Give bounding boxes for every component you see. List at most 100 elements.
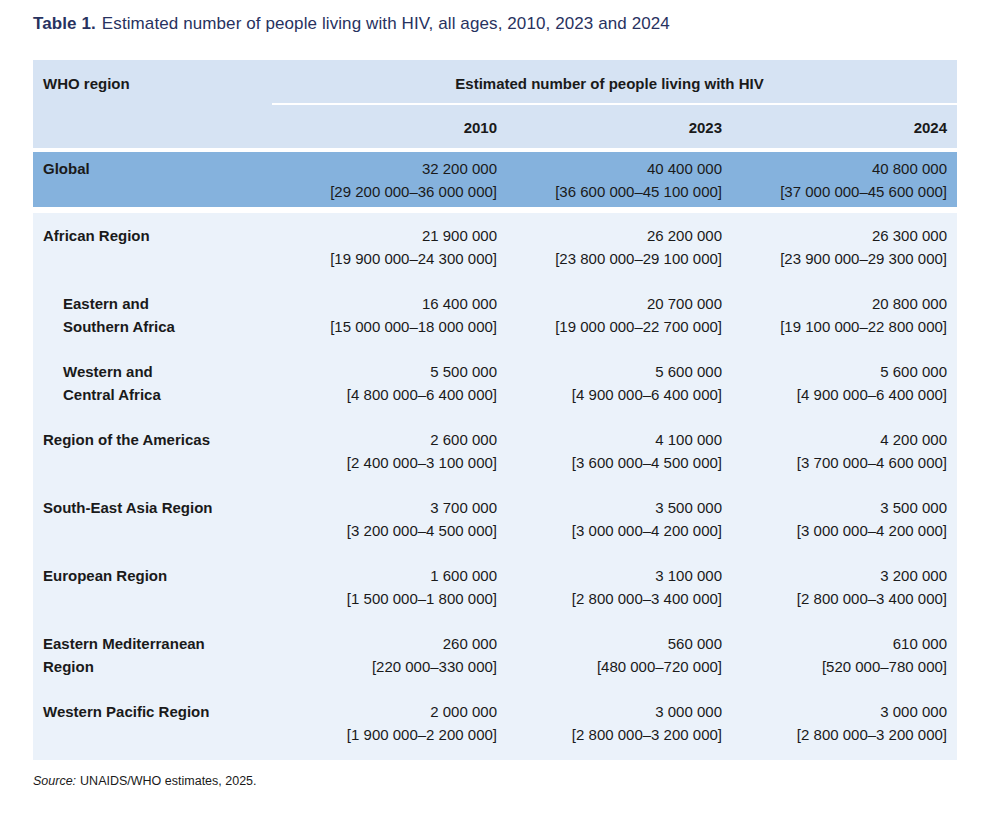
estimate-value: 3 000 000: [497, 700, 722, 723]
header-divider-line: [272, 103, 957, 105]
estimate-value: 1 600 000: [272, 564, 497, 587]
table-row-european-region: European Region 1 600 000 [1 500 000–1 8…: [33, 554, 957, 622]
estimate-cell: 3 500 000 [3 000 000–4 200 000]: [497, 496, 722, 542]
estimate-cell: 560 000 [480 000–720 000]: [497, 632, 722, 678]
table-title: Table 1. Estimated number of people livin…: [33, 13, 957, 35]
table-row-western-central-africa: Western and Central Africa 5 500 000 [4 …: [33, 350, 957, 418]
estimate-cell: 3 100 000 [2 800 000–3 400 000]: [497, 564, 722, 610]
estimate-cell: 20 800 000 [19 100 000–22 800 000]: [722, 292, 947, 338]
region-label: Eastern and Southern Africa: [33, 292, 272, 338]
uncertainty-range: [4 900 000–6 400 000]: [497, 383, 722, 406]
estimate-value: 5 600 000: [722, 360, 947, 383]
region-column-header: WHO region: [43, 74, 130, 93]
table-row-eastern-southern-africa: Eastern and Southern Africa 16 400 000 […: [33, 282, 957, 350]
estimate-value: 20 800 000: [722, 292, 947, 315]
uncertainty-range: [23 800 000–29 100 000]: [497, 247, 722, 270]
estimate-value: 5 500 000: [272, 360, 497, 383]
uncertainty-range: [29 200 000–36 000 000]: [272, 180, 497, 203]
uncertainty-range: [520 000–780 000]: [722, 655, 947, 678]
estimate-value: 26 300 000: [722, 224, 947, 247]
uncertainty-range: [3 000 000–4 200 000]: [497, 519, 722, 542]
table-title-label: Table 1.: [33, 14, 96, 33]
estimate-value: 560 000: [497, 632, 722, 655]
estimate-cell: 260 000 [220 000–330 000]: [272, 632, 497, 678]
uncertainty-range: [2 800 000–3 200 000]: [722, 723, 947, 746]
hiv-estimates-table: WHO region Estimated number of people li…: [33, 60, 957, 760]
estimate-value: 2 000 000: [272, 700, 497, 723]
estimate-cell: 3 200 000 [2 800 000–3 400 000]: [722, 564, 947, 610]
uncertainty-range: [3 200 000–4 500 000]: [272, 519, 497, 542]
year-column-2023: 2023: [497, 118, 722, 137]
estimate-cell: 21 900 000 [19 900 000–24 300 000]: [272, 224, 497, 270]
year-column-2010: 2010: [272, 118, 497, 137]
table-row-eastern-mediterranean: Eastern Mediterranean Region 260 000 [22…: [33, 622, 957, 690]
region-label: South-East Asia Region: [33, 496, 272, 542]
uncertainty-range: [19 000 000–22 700 000]: [497, 315, 722, 338]
table-title-text: Estimated number of people living with H…: [102, 14, 670, 33]
estimate-value: 21 900 000: [272, 224, 497, 247]
uncertainty-range: [480 000–720 000]: [497, 655, 722, 678]
estimate-cell: 5 600 000 [4 900 000–6 400 000]: [722, 360, 947, 406]
estimate-value: 20 700 000: [497, 292, 722, 315]
uncertainty-range: [2 800 000–3 400 000]: [497, 587, 722, 610]
estimate-value: 5 600 000: [497, 360, 722, 383]
region-rows-block: African Region 21 900 000 [19 900 000–24…: [33, 213, 957, 760]
uncertainty-range: [19 100 000–22 800 000]: [722, 315, 947, 338]
estimate-value: 4 200 000: [722, 428, 947, 451]
estimate-cell: 4 100 000 [3 600 000–4 500 000]: [497, 428, 722, 474]
table-row-south-east-asia: South-East Asia Region 3 700 000 [3 200 …: [33, 486, 957, 554]
estimate-cell: 40 400 000 [36 600 000–45 100 000]: [497, 157, 722, 203]
estimate-cell: 3 700 000 [3 200 000–4 500 000]: [272, 496, 497, 542]
estimate-cell: 16 400 000 [15 000 000–18 000 000]: [272, 292, 497, 338]
estimate-cell: 26 200 000 [23 800 000–29 100 000]: [497, 224, 722, 270]
estimate-value: 4 100 000: [497, 428, 722, 451]
estimate-cell: 1 600 000 [1 500 000–1 800 000]: [272, 564, 497, 610]
uncertainty-range: [3 600 000–4 500 000]: [497, 451, 722, 474]
estimate-cell: 610 000 [520 000–780 000]: [722, 632, 947, 678]
estimate-cell: 2 600 000 [2 400 000–3 100 000]: [272, 428, 497, 474]
uncertainty-range: [1 900 000–2 200 000]: [272, 723, 497, 746]
uncertainty-range: [2 400 000–3 100 000]: [272, 451, 497, 474]
region-label: Western Pacific Region: [33, 700, 272, 746]
uncertainty-range: [15 000 000–18 000 000]: [272, 315, 497, 338]
region-label: Region of the Americas: [33, 428, 272, 474]
region-label: Western and Central Africa: [33, 360, 272, 406]
uncertainty-range: [4 800 000–6 400 000]: [272, 383, 497, 406]
uncertainty-range: [1 500 000–1 800 000]: [272, 587, 497, 610]
estimate-value: 3 700 000: [272, 496, 497, 519]
uncertainty-range: [3 000 000–4 200 000]: [722, 519, 947, 542]
region-label: Global: [33, 157, 272, 203]
source-note: Source: UNAIDS/WHO estimates, 2025.: [33, 773, 957, 789]
estimate-cell: 40 800 000 [37 000 000–45 600 000]: [722, 157, 947, 203]
estimate-cell: 5 500 000 [4 800 000–6 400 000]: [272, 360, 497, 406]
estimate-cell: 3 000 000 [2 800 000–3 200 000]: [497, 700, 722, 746]
estimate-cell: 20 700 000 [19 000 000–22 700 000]: [497, 292, 722, 338]
source-text: UNAIDS/WHO estimates, 2025.: [80, 774, 256, 788]
estimate-value: 16 400 000: [272, 292, 497, 315]
uncertainty-range: [37 000 000–45 600 000]: [722, 180, 947, 203]
source-label: Source:: [33, 774, 76, 788]
table-row-african-region: African Region 21 900 000 [19 900 000–24…: [33, 214, 957, 282]
estimate-value: 3 500 000: [497, 496, 722, 519]
estimate-value: 40 800 000: [722, 157, 947, 180]
estimate-value: 610 000: [722, 632, 947, 655]
estimate-value: 3 200 000: [722, 564, 947, 587]
region-label: Eastern Mediterranean Region: [33, 632, 272, 678]
estimate-value: 3 000 000: [722, 700, 947, 723]
uncertainty-range: [23 900 000–29 300 000]: [722, 247, 947, 270]
estimate-cell: 32 200 000 [29 200 000–36 000 000]: [272, 157, 497, 203]
estimate-value: 40 400 000: [497, 157, 722, 180]
estimate-value: 32 200 000: [272, 157, 497, 180]
estimate-cell: 4 200 000 [3 700 000–4 600 000]: [722, 428, 947, 474]
estimate-cell: 2 000 000 [1 900 000–2 200 000]: [272, 700, 497, 746]
year-column-2024: 2024: [722, 118, 947, 137]
estimate-value: 3 100 000: [497, 564, 722, 587]
region-label: African Region: [33, 224, 272, 270]
table-header: WHO region Estimated number of people li…: [33, 60, 957, 148]
uncertainty-range: [2 800 000–3 400 000]: [722, 587, 947, 610]
estimate-cell: 3 500 000 [3 000 000–4 200 000]: [722, 496, 947, 542]
table-row-western-pacific: Western Pacific Region 2 000 000 [1 900 …: [33, 690, 957, 758]
year-header-row: 2010 2023 2024: [272, 118, 947, 137]
uncertainty-range: [3 700 000–4 600 000]: [722, 451, 947, 474]
estimate-value: 2 600 000: [272, 428, 497, 451]
